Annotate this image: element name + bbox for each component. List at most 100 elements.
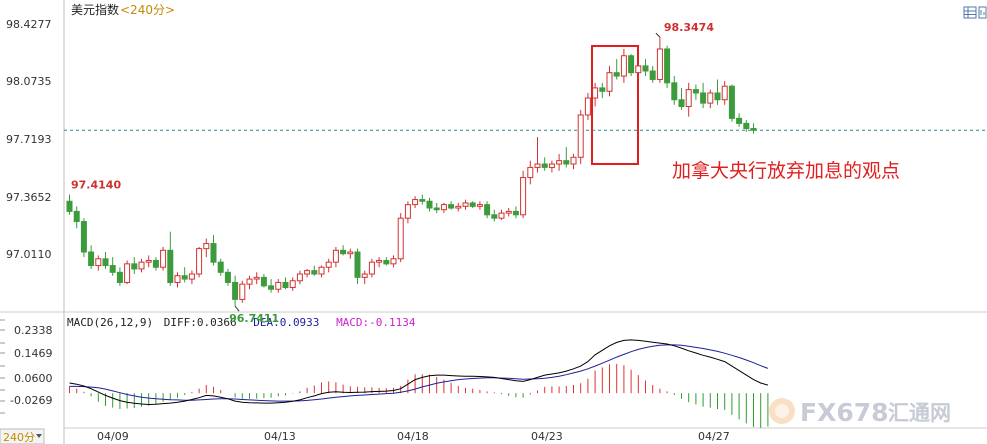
watermark: FX678 汇通网	[769, 398, 951, 427]
candle	[188, 270, 195, 285]
candle	[404, 201, 411, 224]
candle	[289, 277, 296, 291]
candle	[102, 252, 109, 269]
candle	[145, 255, 152, 268]
candle	[476, 201, 483, 210]
candle	[628, 54, 635, 77]
candle	[671, 76, 678, 105]
candle	[664, 45, 671, 88]
macd-y-tick-label: -0.0269	[10, 394, 52, 407]
svg-text:240分: 240分	[3, 431, 35, 444]
x-tick-label: 04/27	[698, 430, 730, 443]
candle	[577, 109, 584, 165]
candle	[548, 160, 555, 173]
annotation-callout: 加拿大央行放弃加息的观点	[672, 159, 900, 182]
y-tick-label: 97.3652	[6, 191, 52, 204]
candle	[340, 245, 347, 256]
macd-legend-prefix: MACD(26,12,9)	[67, 316, 153, 329]
low-price-label: 96.7411	[229, 312, 279, 325]
period-label[interactable]: <240分>	[120, 3, 175, 17]
candle	[253, 272, 260, 285]
candle	[224, 268, 231, 286]
high-marker	[655, 32, 661, 38]
candle	[217, 258, 224, 276]
candle	[649, 65, 656, 83]
watermark-brand: FX678	[800, 398, 889, 427]
candle	[160, 246, 167, 271]
candle	[397, 213, 404, 263]
candle	[534, 136, 541, 173]
candle	[239, 280, 246, 303]
page-title: 美元指数	[71, 2, 119, 17]
candle	[656, 37, 663, 83]
candle	[584, 92, 591, 121]
candle	[347, 248, 354, 259]
y-tick-label: 97.0110	[6, 248, 52, 261]
high-price-label: 98.3474	[664, 21, 714, 34]
candle	[498, 209, 505, 220]
candle	[563, 147, 570, 168]
macd-legend-diff: DIFF:0.0366	[164, 316, 237, 329]
candle	[613, 59, 620, 80]
candle	[296, 270, 303, 285]
candle	[275, 279, 282, 293]
x-tick-label: 04/23	[531, 430, 563, 443]
candle	[433, 202, 440, 214]
candle	[728, 84, 735, 122]
x-tick-label: 04/13	[264, 430, 296, 443]
candle	[412, 196, 419, 209]
candle	[390, 255, 397, 268]
highlight-box	[591, 45, 639, 165]
candle	[181, 267, 188, 283]
candle	[462, 199, 469, 210]
table-icon[interactable]	[963, 6, 977, 19]
candle	[635, 62, 642, 80]
candle	[685, 82, 692, 117]
candle	[109, 257, 116, 276]
candle	[541, 157, 548, 171]
candle	[750, 123, 757, 134]
candle	[527, 160, 534, 185]
candle	[707, 89, 714, 109]
macd-axis-ticks	[0, 319, 5, 414]
y-tick-label: 98.4277	[6, 18, 52, 31]
diff-line	[69, 339, 769, 406]
y-tick-label: 97.7193	[6, 133, 52, 146]
candle	[95, 255, 102, 271]
candle	[721, 81, 728, 105]
candle	[383, 257, 390, 266]
candle	[419, 194, 426, 205]
candle	[354, 248, 361, 285]
chart-icon[interactable]	[978, 6, 987, 19]
candle	[570, 153, 577, 170]
candle	[332, 246, 339, 268]
macd-y-tick-label: 0.1469	[14, 347, 53, 360]
candle	[484, 201, 491, 219]
candle	[66, 194, 73, 215]
candle	[736, 113, 743, 127]
candle	[203, 238, 210, 258]
macd-y-tick-label: 0.2338	[14, 324, 53, 337]
candle	[73, 206, 80, 229]
macd-legend-macd: MACD:-0.1134	[336, 316, 416, 329]
candle	[368, 258, 375, 278]
candle	[124, 260, 131, 285]
candle	[311, 265, 318, 276]
x-tick-label: 04/18	[397, 430, 429, 443]
candle	[520, 170, 527, 219]
candle	[692, 84, 699, 100]
candle	[174, 272, 181, 288]
watermark-cn: 汇通网	[888, 401, 951, 425]
candle	[426, 197, 433, 212]
candle	[505, 208, 512, 217]
candle	[268, 279, 275, 293]
macd-legend: MACD(26,12,9) DIFF:0.0366 DEA:0.0933 MAC…	[67, 316, 416, 329]
candle	[131, 257, 138, 275]
candle	[469, 201, 476, 209]
candle	[491, 209, 498, 222]
candle	[678, 87, 685, 110]
candle	[304, 268, 311, 278]
period-badge[interactable]: 240分	[0, 428, 45, 444]
